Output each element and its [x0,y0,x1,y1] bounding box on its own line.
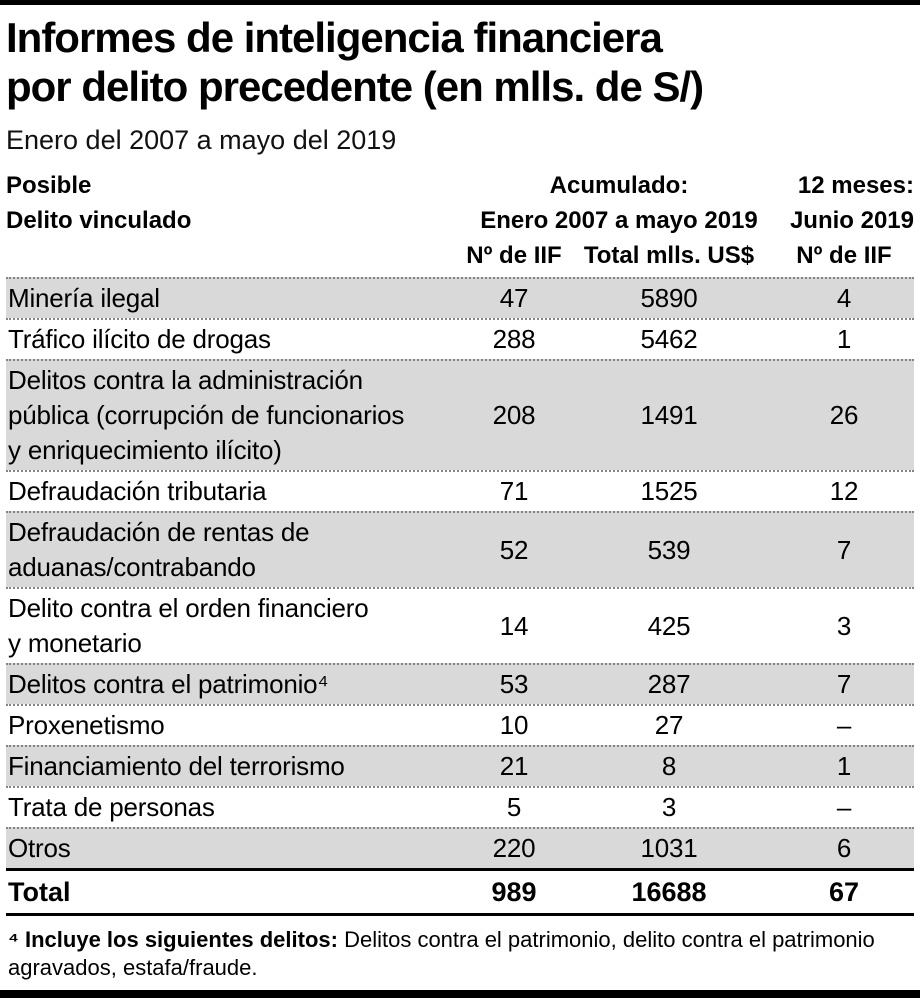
table-row: Defraudación de rentas de aduanas/contra… [6,511,914,588]
cell-iif-12m: 3 [836,610,852,641]
table-row: Delito contra el orden financiero y mone… [6,587,914,663]
table-row: Proxenetismo 10 27 – [6,704,914,745]
cell-iif-12m: 7 [836,534,852,565]
cell-iif-12m: 1 [836,324,852,355]
table-row: Financiamiento del terrorismo 21 8 1 [6,745,914,787]
footnote-lead: ⁴ Incluye los siguientes delitos: [8,927,338,953]
footnote: ⁴ Incluye los siguientes delitos: Delito… [6,916,914,982]
cell-iif-12m: 12 [829,476,859,507]
cell-total-mlls: 3 [661,792,677,823]
cell-total-mlls: 8 [661,751,677,782]
cell-iif: 14 [499,610,529,641]
table-row: Delitos contra la administración pública… [6,359,914,471]
table-row: Trata de personas 5 3 – [6,786,914,827]
cell-iif: 47 [499,283,529,314]
header-num-iif: Nº de IIF [466,242,562,270]
header-periodo: Enero 2007 a mayo 2019 [480,207,758,235]
footnote-text: Delitos contra el patrimonio, delito con… [8,927,875,981]
cell-total-mlls: 1031 [640,833,698,864]
cell-iif-12m: 4 [836,283,852,314]
header-12-meses: 12 meses: [797,172,914,200]
cell-iif: 53 [499,669,529,700]
cell-total-mlls: 287 [647,669,691,700]
cell-total-mlls: 425 [647,610,691,641]
cell-total-mlls: 5462 [640,324,698,355]
cell-iif-12m: 7 [836,669,852,700]
table-body: Minería ilegal 47 5890 4 Tráfico ilícito… [6,277,914,917]
header-junio-2019: Junio 2019 [789,207,914,235]
cell-iif-12m: 26 [829,400,859,431]
page-subtitle: Enero del 2007 a mayo del 2019 [6,125,397,156]
row-label: Proxenetismo [8,710,165,741]
row-label: Trata de personas [8,792,215,823]
cell-iif: 220 [492,833,536,864]
cell-total-mlls: 1491 [640,400,698,431]
row-label: Defraudación de rentas de aduanas/contra… [8,517,310,583]
total-label: Total [8,877,71,908]
row-label: Defraudación tributaria [8,476,267,507]
cell-iif: 71 [499,476,529,507]
cell-total-mlls: 27 [654,710,684,741]
row-label: Delito contra el orden financiero y mone… [8,593,369,659]
cell-total-mlls: 1525 [640,476,698,507]
cell-iif: 288 [492,324,536,355]
total-mlls: 16688 [631,877,707,908]
cell-iif: 52 [499,534,529,565]
table-row: Defraudación tributaria 71 1525 12 [6,470,914,511]
row-label: Otros [8,833,71,864]
cell-iif: 208 [492,400,536,431]
table-total-row: Total 989 16688 67 [6,868,914,917]
cell-iif: 5 [506,792,522,823]
row-label: Financiamiento del terrorismo [8,751,345,782]
cell-iif-12m: 6 [836,833,852,864]
header-num-iif-12m: Nº de IIF [796,242,892,270]
row-label: Tráfico ilícito de drogas [8,324,271,355]
table-row: Otros 220 1031 6 [6,827,914,869]
cell-iif: 21 [499,751,529,782]
row-label: Minería ilegal [8,283,160,314]
cell-total-mlls: 539 [647,534,691,565]
cell-iif-12m: – [836,792,852,823]
cell-iif: 10 [499,710,529,741]
bottom-rule [0,990,920,998]
cell-iif-12m: – [836,710,852,741]
top-rule [0,0,920,5]
header-total-mlls: Total mlls. US$ [583,242,755,270]
page-title: Informes de inteligencia financiera por … [6,14,704,111]
cell-iif-12m: 1 [836,751,852,782]
total-iif: 989 [491,877,537,908]
row-label: Delitos contra el patrimonio⁴ [8,669,329,700]
cell-total-mlls: 5890 [640,283,698,314]
table-row: Tráfico ilícito de drogas 288 5462 1 [6,318,914,359]
table-row: Delitos contra el patrimonio⁴ 53 287 7 [6,663,914,705]
header-posible: Posible [6,172,92,200]
header-delito-vinculado: Delito vinculado [6,207,192,235]
table-row: Minería ilegal 47 5890 4 [6,277,914,319]
total-iif-12m: 67 [828,877,860,908]
row-label: Delitos contra la administración pública… [8,365,405,466]
table-header: Posible Acumulado: 12 meses: Delito vinc… [6,168,914,277]
header-acumulado: Acumulado: [549,172,689,200]
